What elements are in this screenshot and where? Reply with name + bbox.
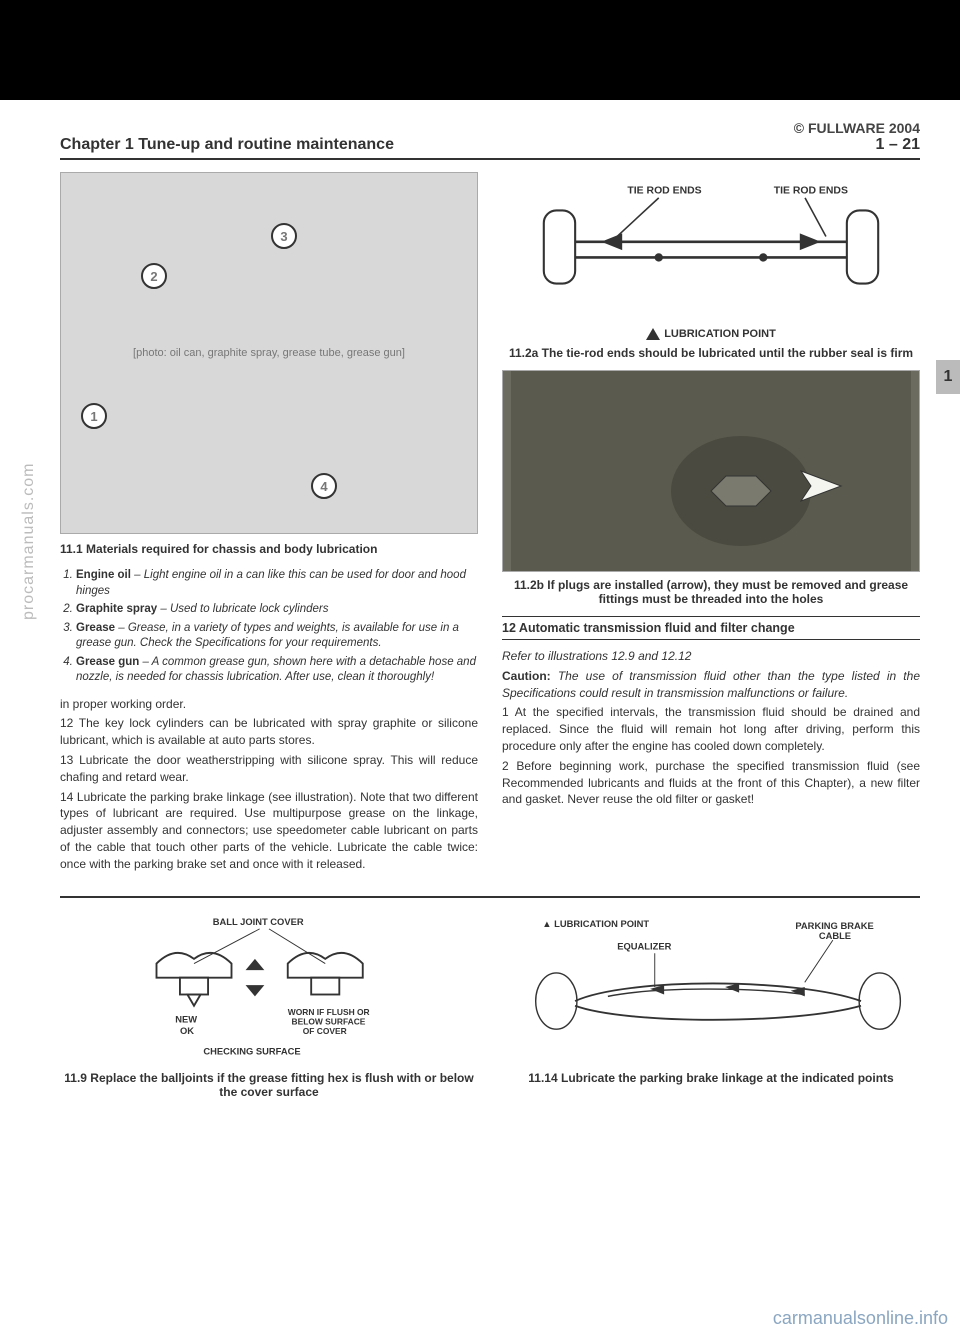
- label-lub-11-14: ▲ LUBRICATION POINT: [542, 919, 649, 929]
- figure-11-9: BALL JOINT COVER NEW OK WORN IF FLUSH OR…: [60, 912, 478, 1109]
- label-eq: EQUALIZER: [617, 941, 671, 951]
- label-ok: OK: [180, 1025, 194, 1035]
- figure-11-14: ▲ LUBRICATION POINT EQUALIZER PARKING BR…: [502, 912, 920, 1109]
- section-12-p1: 1 At the specified intervals, the transm…: [502, 704, 920, 754]
- side-watermark: procarmanuals.com: [20, 463, 38, 621]
- chapter-header: Chapter 1 Tune-up and routine maintenanc…: [60, 136, 920, 160]
- left-body-text: in proper working order. 12 The key lock…: [60, 696, 478, 873]
- parking-brake-svg: ▲ LUBRICATION POINT EQUALIZER PARKING BR…: [502, 912, 920, 1062]
- figure-11-9-caption: 11.9 Replace the balljoints if the greas…: [60, 1071, 478, 1099]
- para-13: 13 Lubricate the door weatherstripping w…: [60, 752, 478, 786]
- material-item-4: Grease gun – A common grease gun, shown …: [76, 655, 478, 686]
- materials-list: Engine oil – Light engine oil in a can l…: [60, 568, 478, 686]
- label-check: CHECKING SURFACE: [203, 1046, 300, 1056]
- section-12-head: 12 Automatic transmission fluid and filt…: [502, 616, 920, 640]
- figure-11-1-caption: 11.1 Materials required for chassis and …: [60, 542, 478, 556]
- footer-watermark: carmanualsonline.info: [0, 1300, 960, 1335]
- marker-4: 4: [311, 473, 337, 499]
- para-inproper: in proper working order.: [60, 696, 478, 713]
- page-number: 1 – 21: [876, 136, 920, 154]
- plug-photo-svg: [503, 371, 919, 571]
- label-new: NEW: [175, 1014, 197, 1024]
- section-12-body: Refer to illustrations 12.9 and 12.12 Ca…: [502, 648, 920, 808]
- balljoint-svg: BALL JOINT COVER NEW OK WORN IF FLUSH OR…: [60, 912, 478, 1062]
- label-bjc: BALL JOINT COVER: [213, 917, 304, 927]
- figure-11-2b-photo: [502, 370, 920, 572]
- figure-11-2b-caption: 11.2b If plugs are installed (arrow), th…: [502, 578, 920, 606]
- tie-rod-svg: TIE ROD ENDS TIE ROD ENDS: [502, 172, 920, 322]
- material-item-1: Engine oil – Light engine oil in a can l…: [76, 568, 478, 599]
- horizontal-divider: [60, 896, 920, 898]
- material-item-2: Graphite spray – Used to lubricate lock …: [76, 602, 478, 618]
- figure-11-1-photo: [photo: oil can, graphite spray, grease …: [60, 172, 478, 534]
- thumb-tab: 1: [936, 360, 960, 394]
- para-14: 14 Lubricate the parking brake linkage (…: [60, 789, 478, 873]
- figure-11-2a-caption: 11.2a The tie-rod ends should be lubrica…: [502, 346, 920, 360]
- para-12: 12 The key lock cylinders can be lubrica…: [60, 715, 478, 749]
- marker-2: 2: [141, 263, 167, 289]
- label-pbc: PARKING BRAKE CABLE: [795, 920, 876, 940]
- material-item-3: Grease – Grease, in a variety of types a…: [76, 621, 478, 652]
- chapter-title: Chapter 1 Tune-up and routine maintenanc…: [60, 136, 394, 154]
- main-columns: [photo: oil can, graphite spray, grease …: [60, 172, 920, 876]
- marker-3: 3: [271, 223, 297, 249]
- copyright-text: © FULLWARE 2004: [60, 120, 920, 136]
- label-tie-rod-right: TIE ROD ENDS: [774, 186, 848, 197]
- left-column: [photo: oil can, graphite spray, grease …: [60, 172, 478, 876]
- section-12-caution: Caution: The use of transmission fluid o…: [502, 668, 920, 702]
- page: 1 © FULLWARE 2004 Chapter 1 Tune-up and …: [0, 100, 960, 1300]
- photo-placeholder: [photo: oil can, graphite spray, grease …: [133, 347, 405, 359]
- section-12-ref: Refer to illustrations 12.9 and 12.12: [502, 648, 920, 665]
- right-column: TIE ROD ENDS TIE ROD ENDS: [502, 172, 920, 876]
- section-12-p2: 2 Before beginning work, purchase the sp…: [502, 758, 920, 808]
- label-worn: WORN IF FLUSH OR BELOW SURFACE OF COVER: [288, 1007, 372, 1036]
- lubrication-point-11-2a: LUBRICATION POINT: [502, 328, 920, 340]
- label-tie-rod-left: TIE ROD ENDS: [627, 186, 701, 197]
- figure-11-14-caption: 11.14 Lubricate the parking brake linkag…: [502, 1071, 920, 1085]
- figure-11-2a-diagram: TIE ROD ENDS TIE ROD ENDS: [502, 172, 920, 322]
- bottom-row: BALL JOINT COVER NEW OK WORN IF FLUSH OR…: [60, 912, 920, 1109]
- triangle-icon: [646, 328, 660, 340]
- marker-1: 1: [81, 403, 107, 429]
